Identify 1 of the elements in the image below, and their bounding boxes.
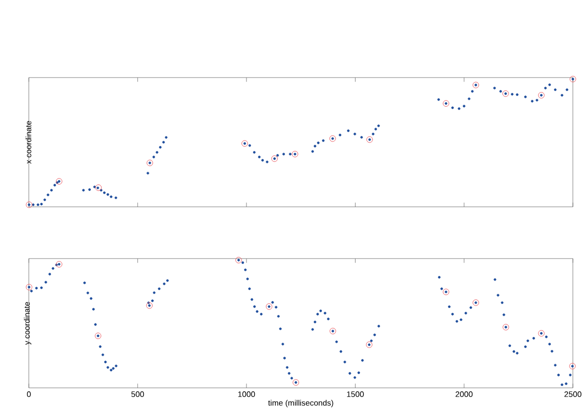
- point: [95, 184, 102, 192]
